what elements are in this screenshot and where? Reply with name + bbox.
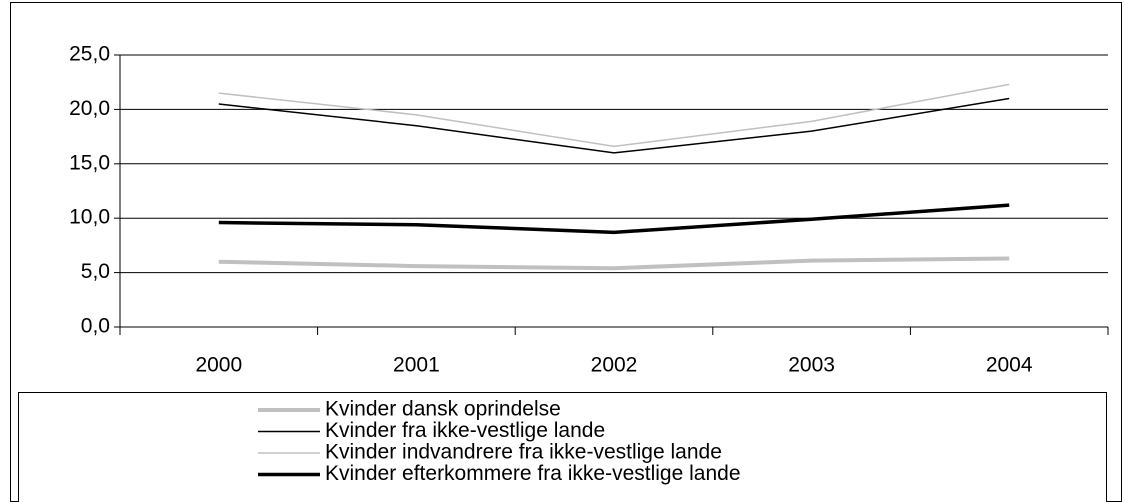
y-tick-label: 15,0	[69, 151, 110, 174]
legend-label: Kvinder fra ikke-vestlige lande	[325, 419, 605, 442]
series-line	[218, 203, 1010, 235]
y-tick-label: 5,0	[81, 260, 110, 283]
legend-box	[18, 392, 1107, 502]
legend-label: Kvinder efterkommere fra ikke-vestlige l…	[325, 462, 741, 485]
y-tick-label: 20,0	[69, 97, 110, 120]
series-line	[218, 83, 1010, 148]
series-line	[218, 256, 1010, 271]
legend-label: Kvinder dansk oprindelse	[325, 398, 561, 421]
x-tick-label: 2004	[986, 354, 1033, 377]
y-tick-label: 25,0	[69, 43, 110, 66]
x-tick-label: 2003	[788, 354, 835, 377]
series-line	[218, 97, 1010, 154]
x-tick-label: 2001	[393, 354, 440, 377]
legend-label: Kvinder indvandrere fra ikke-vestlige la…	[325, 441, 722, 464]
x-tick-label: 2002	[591, 354, 638, 377]
y-tick-label: 0,0	[81, 315, 110, 338]
y-tick-label: 10,0	[69, 206, 110, 229]
x-tick-label: 2000	[195, 354, 242, 377]
